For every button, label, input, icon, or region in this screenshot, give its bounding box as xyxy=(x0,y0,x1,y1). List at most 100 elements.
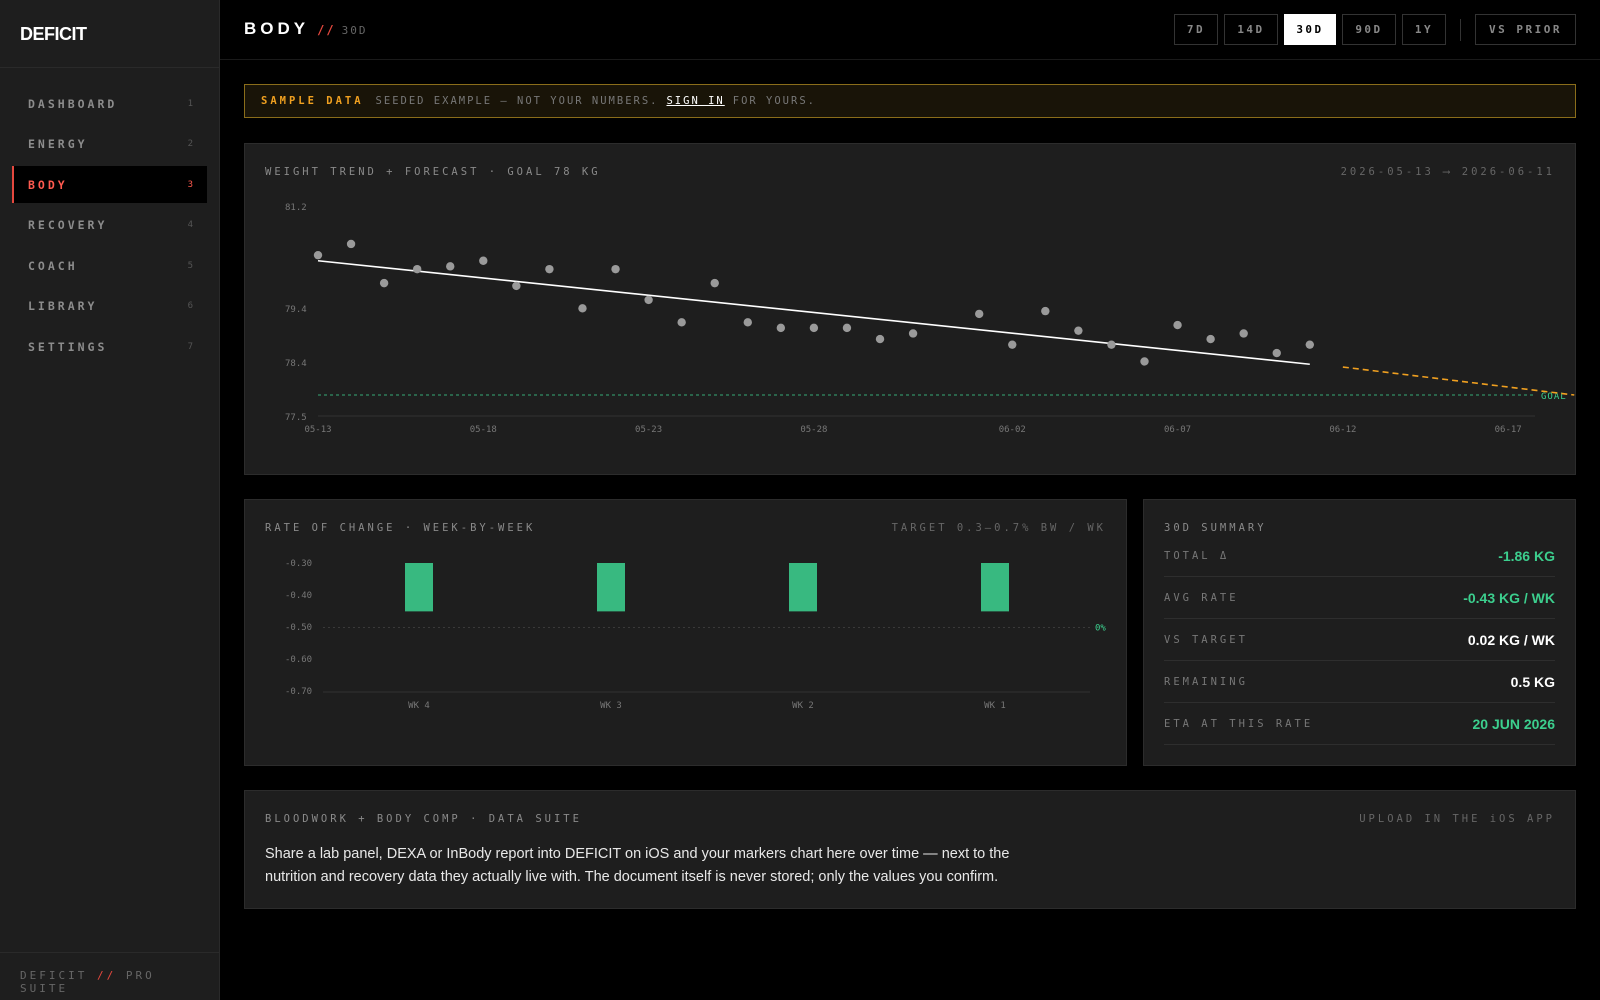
sidebar-item-label: SETTINGS xyxy=(28,339,108,354)
banner-text: SEEDED EXAMPLE — NOT YOUR NUMBERS. xyxy=(375,95,659,107)
sidebar-item-number: 4 xyxy=(187,220,193,230)
sidebar-item-body[interactable]: BODY 3 xyxy=(12,166,207,203)
sidebar-item-number: 6 xyxy=(187,301,193,311)
sidebar-item-label: DASHBOARD xyxy=(28,96,118,111)
sidebar-item-number: 3 xyxy=(187,179,193,190)
weight-point xyxy=(1305,340,1315,349)
x-tick-label: WK 3 xyxy=(600,701,622,711)
sidebar-item-label: BODY xyxy=(28,177,68,192)
weight-point xyxy=(1008,340,1017,349)
bloodwork-title: BLOODWORK + BODY COMP · DATA SUITE xyxy=(265,813,582,825)
sidebar-item-recovery[interactable]: RECOVERY 4 xyxy=(12,207,207,244)
sidebar-item-settings[interactable]: SETTINGS 7 xyxy=(12,328,207,365)
page-title-text: BODY xyxy=(244,19,310,38)
x-tick-label: 05-18 xyxy=(470,425,497,435)
y-tick-label: 77.5 xyxy=(285,413,307,423)
summary-value: -0.43 KG / WK xyxy=(1463,589,1555,606)
weight-point xyxy=(908,329,918,338)
summary-value: 0.5 KG xyxy=(1510,673,1555,690)
sample-data-banner: SAMPLE DATA SEEDED EXAMPLE — NOT YOUR NU… xyxy=(244,84,1576,118)
range-selector: 7D 14D 30D 90D 1Y VS PRIOR xyxy=(1168,14,1576,45)
y-tick-label: -0.40 xyxy=(285,591,312,601)
weight-trend-title: WEIGHT TREND + FORECAST · GOAL 78 KG xyxy=(265,166,601,178)
bloodwork-card: BLOODWORK + BODY COMP · DATA SUITE UPLOA… xyxy=(244,790,1576,909)
weight-point xyxy=(710,278,719,288)
page-title-slash: // xyxy=(317,23,336,37)
x-tick-label: 06-12 xyxy=(1329,425,1356,435)
app-logo[interactable]: DEFICIT xyxy=(0,0,219,68)
summary-card: 30D SUMMARY TOTAL Δ -1.86 KG AVG RATE -0.43… xyxy=(1143,499,1576,766)
weight-point xyxy=(743,318,752,327)
weight-point xyxy=(578,304,587,313)
weight-trend-chart: 81.2 79.4 78.4 77.5 05-13 05-18 05-23 05-28 06-0… xyxy=(285,203,1575,435)
weight-point xyxy=(446,262,455,271)
weight-point xyxy=(1041,306,1050,316)
range-14d-button[interactable]: 14D xyxy=(1224,14,1278,45)
forecast-line xyxy=(1342,366,1575,396)
sample-data-tag: SAMPLE DATA xyxy=(261,95,364,107)
sidebar-item-library[interactable]: LIBRARY 6 xyxy=(12,288,207,325)
footer-slash: // xyxy=(96,969,117,982)
summary-value: 0.02 KG / WK xyxy=(1467,631,1555,648)
summary-row: TOTAL Δ -1.86 KG xyxy=(1164,535,1555,577)
weight-point xyxy=(611,264,620,274)
vs-prior-button[interactable]: VS PRIOR xyxy=(1475,14,1576,45)
weight-point xyxy=(1173,320,1182,330)
summary-label: TOTAL Δ xyxy=(1164,549,1230,562)
summary-label: VS TARGET xyxy=(1164,633,1248,646)
sidebar-nav: DASHBOARD 1 ENERGY 2 BODY 3 RECOVERY 4 COACH… xyxy=(0,68,219,365)
rate-bar xyxy=(981,563,1009,612)
trend-line xyxy=(317,259,1310,366)
y-tick-label: -0.60 xyxy=(285,655,312,665)
goal-label: GOAL xyxy=(1541,392,1567,402)
sidebar-item-number: 7 xyxy=(187,341,193,352)
bloodwork-description: Share a lab panel, DEXA or InBody report… xyxy=(265,846,1010,885)
summary-row: ETA AT THIS RATE 20 JUN 2026 xyxy=(1164,703,1555,745)
y-tick-label: -0.50 xyxy=(285,623,312,633)
sidebar-item-label: COACH xyxy=(28,258,78,273)
rate-bar xyxy=(597,563,625,612)
y-tick-label: 81.2 xyxy=(285,203,307,213)
weight-point xyxy=(677,318,686,327)
range-30d-button[interactable]: 30D xyxy=(1284,14,1336,45)
sign-in-link[interactable]: SIGN IN xyxy=(666,95,725,107)
sidebar-item-energy[interactable]: ENERGY 2 xyxy=(12,126,207,163)
range-divider xyxy=(1460,18,1461,41)
sidebar-item-label: ENERGY xyxy=(28,137,88,151)
weight-point xyxy=(313,250,323,260)
summary-row: VS TARGET 0.02 KG / WK xyxy=(1164,619,1555,661)
rate-of-change-target: TARGET 0.3–0.7% BW / WK xyxy=(891,522,1106,534)
rate-of-change-chart: -0.30 -0.40 -0.50 -0.60 -0.70 0% WK 4 WK 3 WK 2 W… xyxy=(285,559,1106,711)
x-tick-label: 06-07 xyxy=(1164,425,1191,435)
rate-bar xyxy=(789,563,817,612)
weight-point xyxy=(644,295,653,305)
summary-label: ETA AT THIS RATE xyxy=(1164,717,1314,730)
x-tick-label: 05-13 xyxy=(304,425,331,435)
weight-point xyxy=(1239,329,1248,338)
x-tick-label: 06-17 xyxy=(1495,425,1522,435)
range-90d-button[interactable]: 90D xyxy=(1342,14,1396,45)
y-tick-label: -0.30 xyxy=(285,559,312,569)
x-tick-label: WK 2 xyxy=(792,701,814,711)
sidebar-item-number: 5 xyxy=(187,260,193,271)
x-tick-label: 06-02 xyxy=(999,425,1026,435)
sidebar-item-coach[interactable]: COACH 5 xyxy=(12,247,207,284)
weight-point xyxy=(875,334,885,344)
weight-point xyxy=(776,323,786,333)
weight-point xyxy=(346,239,356,249)
y-tick-label: -0.70 xyxy=(285,687,312,697)
rate-of-change-card: RATE OF CHANGE · WEEK-BY-WEEK TARGET 0.3… xyxy=(244,499,1127,766)
weight-point xyxy=(809,323,819,333)
page-title: BODY // 30D xyxy=(244,19,367,39)
sidebar-item-dashboard[interactable]: DASHBOARD 1 xyxy=(12,85,207,122)
y-tick-label: 78.4 xyxy=(285,359,307,369)
summary-row: REMAINING 0.5 KG xyxy=(1164,661,1555,703)
range-1y-button[interactable]: 1Y xyxy=(1402,14,1446,45)
range-7d-button[interactable]: 7D xyxy=(1174,14,1218,45)
upload-ios-link[interactable]: UPLOAD IN THE iOS APP xyxy=(1359,813,1555,825)
page-title-range: 30D xyxy=(341,24,368,37)
summary-value: -1.86 KG xyxy=(1498,547,1555,564)
x-tick-label: WK 4 xyxy=(408,701,430,711)
footer-brand: DEFICIT xyxy=(20,969,88,982)
weight-trend-card: WEIGHT TREND + FORECAST · GOAL 78 KG 202… xyxy=(244,143,1576,475)
